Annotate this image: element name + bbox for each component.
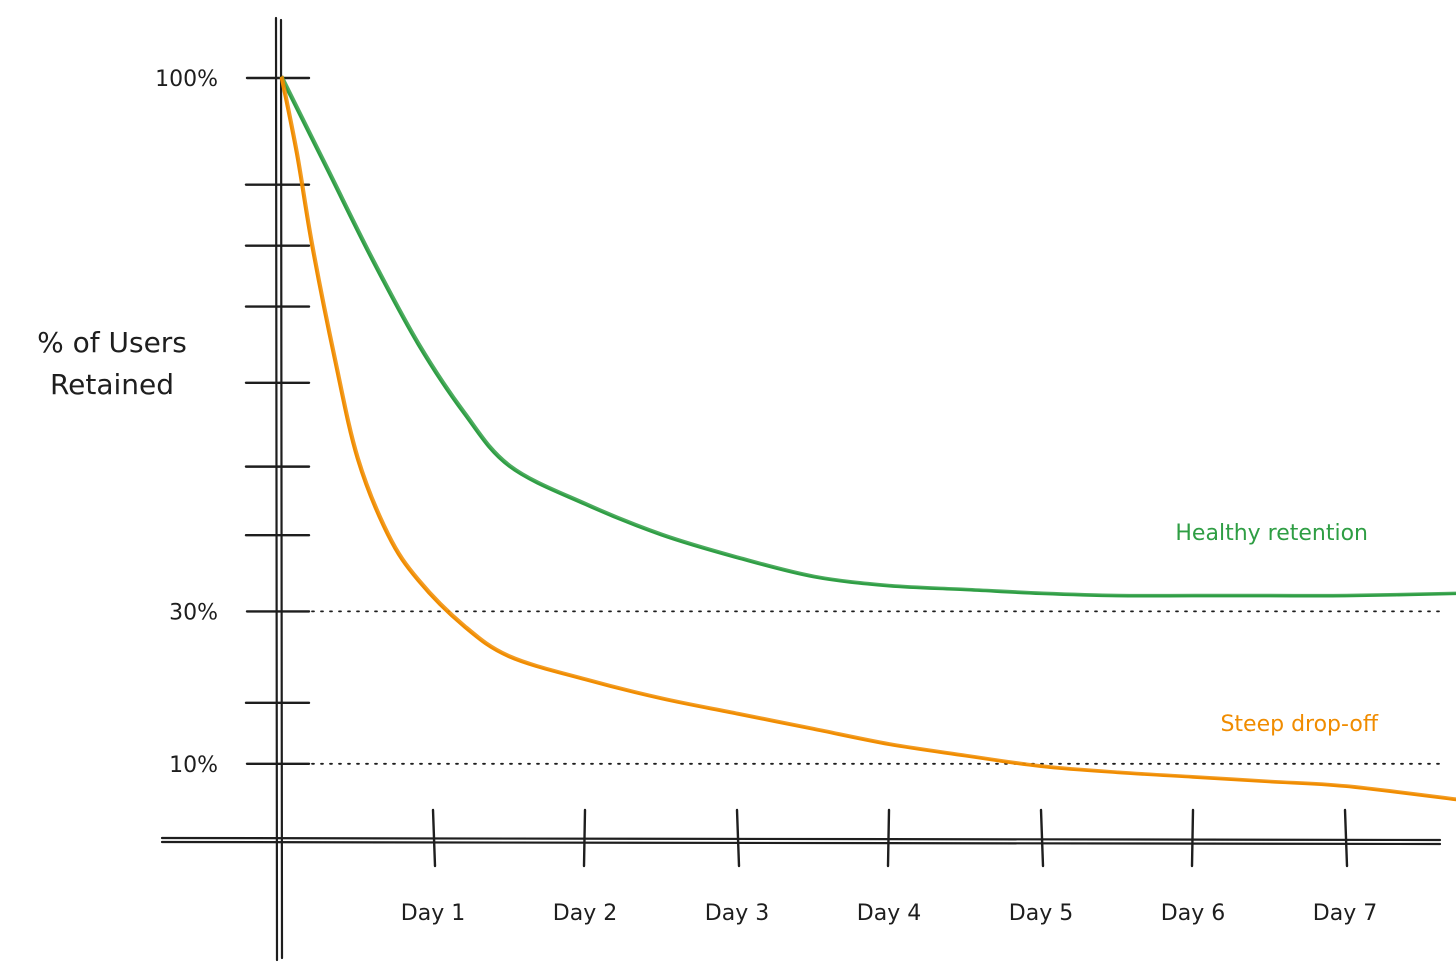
y-tick-label-100: 100%	[155, 67, 218, 92]
series-line-steep-drop-off-sketch	[281, 75, 1456, 800]
y-axis	[274, 16, 284, 962]
x-tick-day-6	[1190, 808, 1195, 868]
x-tick-day-3	[735, 808, 741, 868]
series-line-healthy-retention	[279, 76, 1456, 598]
y-ticks: 100% 30% 10%	[155, 67, 311, 778]
axes	[160, 16, 1442, 962]
x-tick-label-day-4: Day 4	[857, 901, 921, 926]
x-tick-day-1	[431, 808, 437, 868]
y-tick-label-10: 10%	[169, 753, 218, 778]
x-ticks: Day 1 Day 2 Day 3 Day 4 Day 5 Day 6 Day 7	[401, 808, 1377, 926]
x-tick-label-day-3: Day 3	[705, 901, 769, 926]
x-tick-day-5	[1039, 808, 1045, 868]
x-tick-label-day-7: Day 7	[1313, 901, 1377, 926]
x-tick-day-7	[1343, 808, 1349, 868]
series-lines: Healthy retention Steep drop-off	[279, 75, 1456, 802]
x-axis	[160, 836, 1442, 846]
x-tick-label-day-2: Day 2	[553, 901, 617, 926]
x-tick-label-day-1: Day 1	[401, 901, 465, 926]
y-axis-title-line-1: % of Users	[37, 326, 187, 359]
series-line-healthy-retention-sketch	[281, 75, 1456, 597]
series-label-healthy-retention: Healthy retention	[1175, 521, 1368, 546]
series-line-steep-drop-off	[279, 76, 1456, 802]
labels: % of Users Retained	[37, 326, 187, 401]
x-tick-label-day-5: Day 5	[1009, 901, 1073, 926]
y-tick-label-30: 30%	[169, 600, 218, 625]
x-tick-label-day-6: Day 6	[1161, 901, 1225, 926]
y-axis-title-line-2: Retained	[50, 368, 174, 401]
series-label-steep-drop-off: Steep drop-off	[1220, 712, 1378, 737]
x-tick-day-4	[886, 808, 891, 868]
x-tick-day-2	[582, 808, 587, 868]
